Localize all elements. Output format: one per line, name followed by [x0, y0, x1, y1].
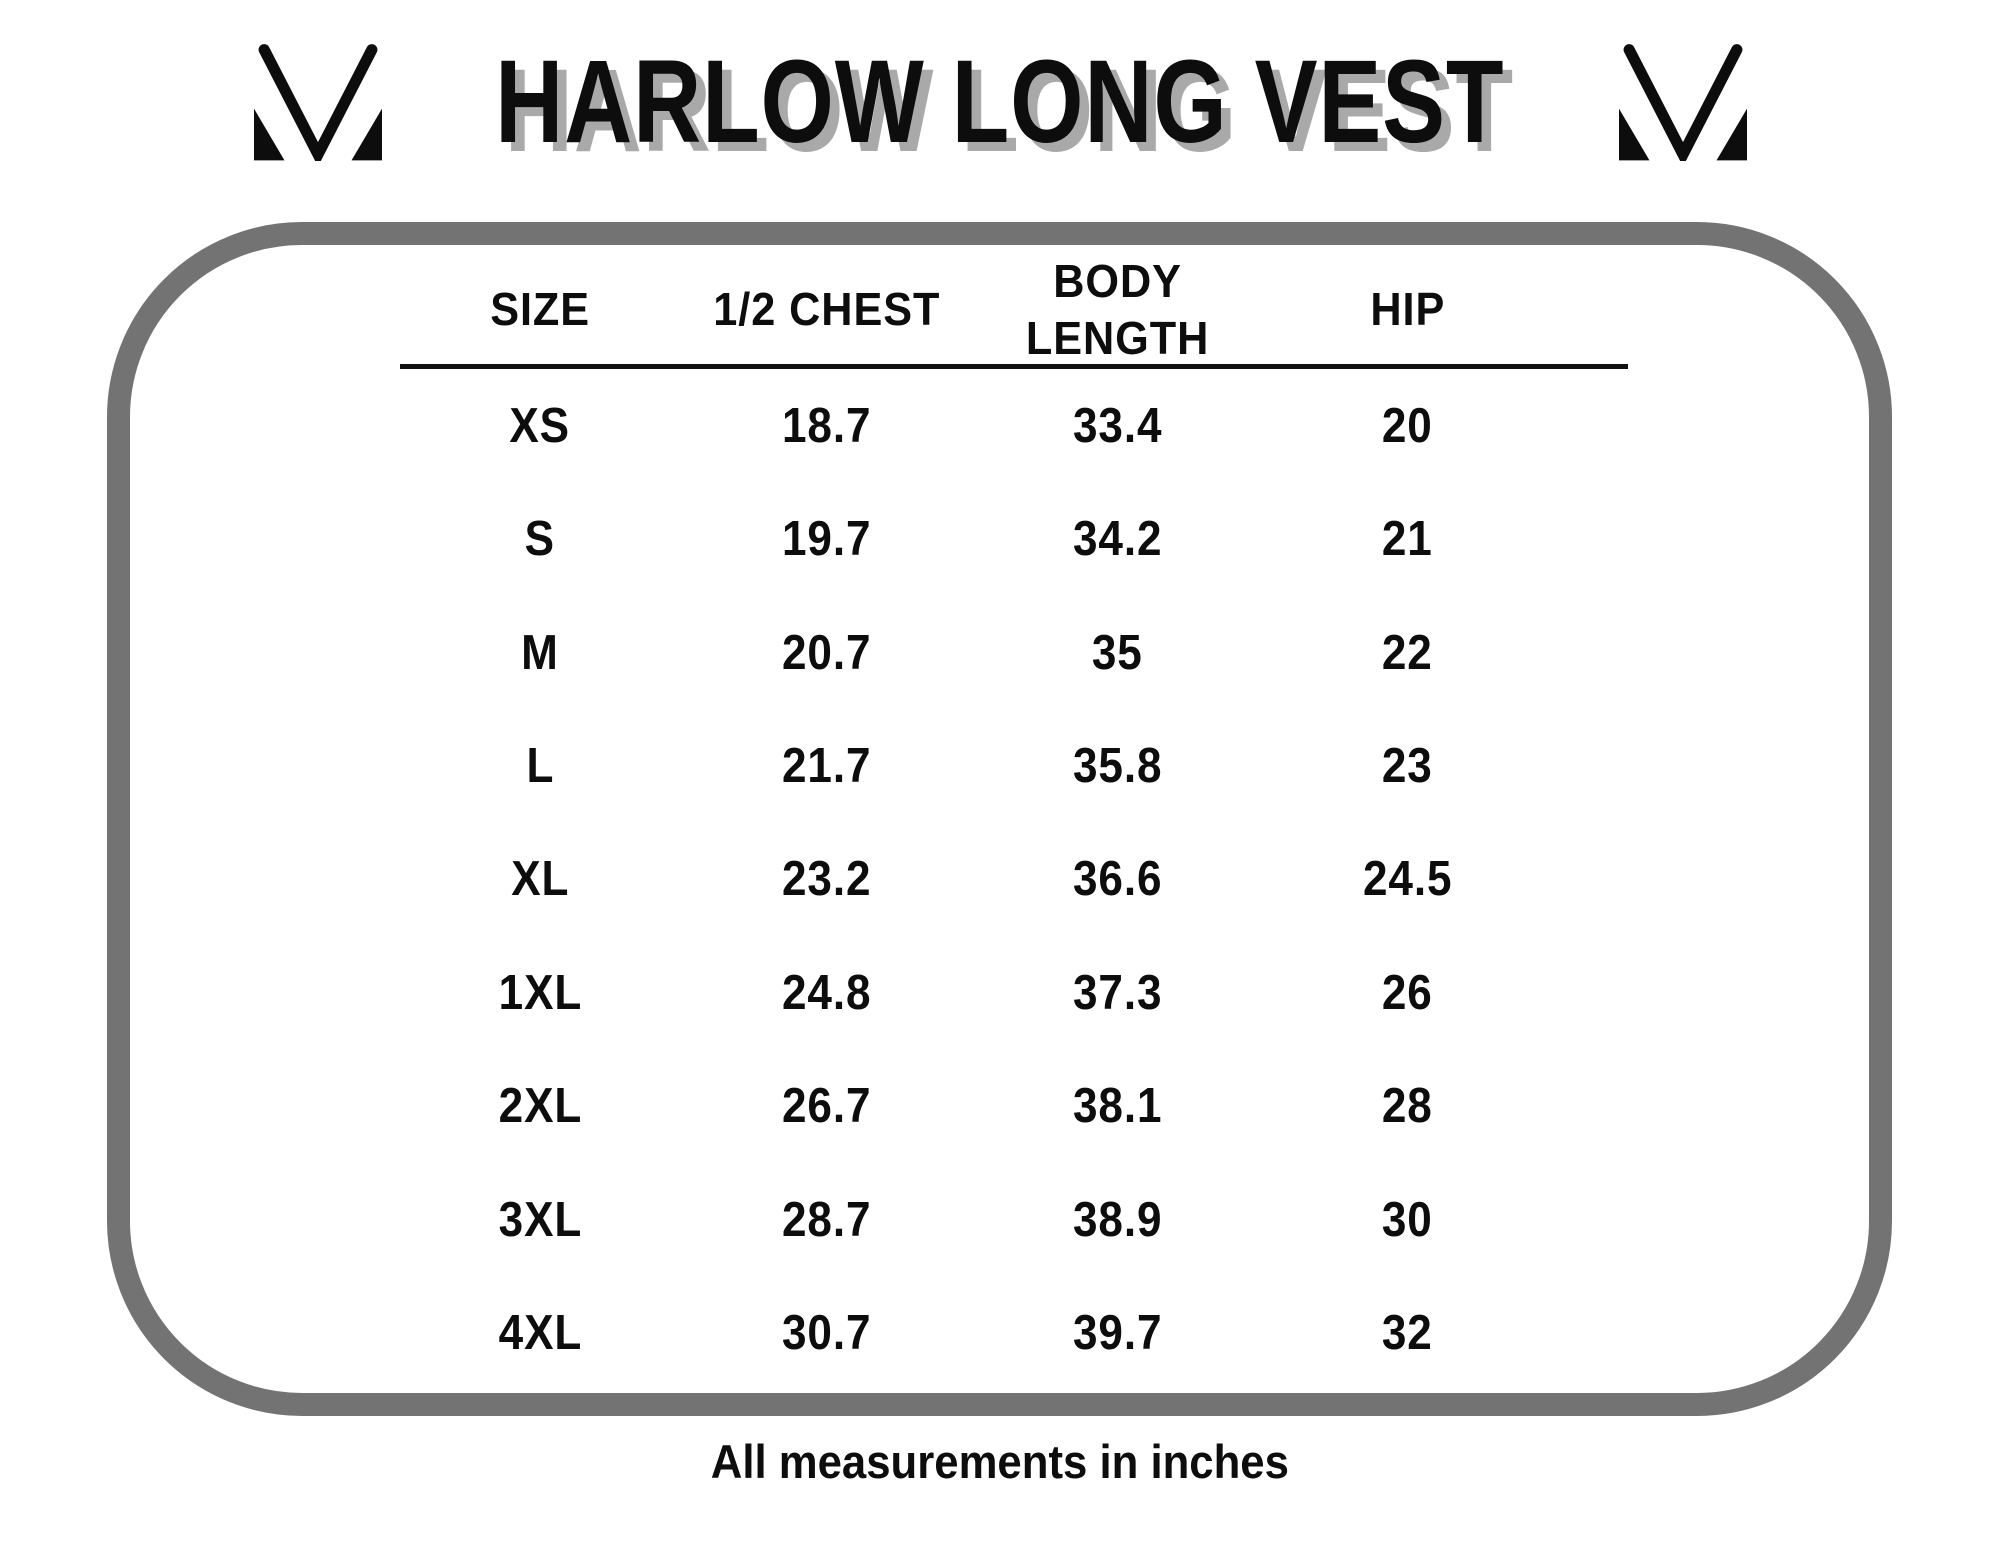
cell-size: XL: [510, 852, 570, 907]
cell-hip: 26: [1382, 965, 1433, 1020]
cell-size: 1XL: [498, 965, 582, 1020]
cell-body-length: 38.9: [1072, 1192, 1163, 1247]
table-row: M 20.7 35 22: [397, 596, 1550, 709]
cell-size: 3XL: [498, 1192, 582, 1247]
table-row: 2XL 26.7 38.1 28: [397, 1050, 1550, 1163]
cell-half-chest: 28.7: [781, 1192, 872, 1247]
cell-body-length: 33.4: [1072, 398, 1163, 453]
cell-half-chest: 23.2: [781, 852, 872, 907]
cell-size: S: [524, 512, 556, 567]
cell-half-chest: 24.8: [781, 965, 872, 1020]
table-row: L 21.7 35.8 23: [397, 709, 1550, 822]
cell-half-chest: 18.7: [781, 398, 872, 453]
cell-size: 2XL: [498, 1079, 582, 1134]
cell-half-chest: 19.7: [781, 512, 872, 567]
column-header-body-length: BODY LENGTH: [1025, 254, 1210, 365]
table-row: 1XL 24.8 37.3 26: [397, 936, 1550, 1049]
cell-hip: 30: [1382, 1192, 1433, 1247]
table-row: XL 23.2 36.6 24.5: [397, 823, 1550, 936]
table-row: 3XL 28.7 38.9 30: [397, 1163, 1550, 1276]
brand-monogram-icon: [253, 43, 382, 161]
table-row: 4XL 30.7 39.7 32: [397, 1277, 1550, 1390]
cell-half-chest: 21.7: [781, 739, 872, 794]
cell-half-chest: 20.7: [781, 625, 872, 680]
cell-body-length: 37.3: [1072, 965, 1163, 1020]
cell-hip: 20: [1382, 398, 1433, 453]
cell-body-length: 34.2: [1072, 512, 1163, 567]
table-row: S 19.7 34.2 21: [397, 482, 1550, 595]
cell-hip: 32: [1382, 1306, 1433, 1361]
cell-hip: 22: [1382, 625, 1433, 680]
cell-size: L: [526, 739, 554, 794]
cell-size: 4XL: [498, 1306, 582, 1361]
cell-body-length: 36.6: [1072, 852, 1163, 907]
size-chart-header-row: SIZE 1/2 CHEST BODY LENGTH HIP: [397, 250, 1550, 370]
title-row: HARLOW LONG VEST: [0, 36, 2000, 168]
cell-size: M: [521, 625, 559, 680]
cell-body-length: 35: [1092, 625, 1143, 680]
measurements-footnote-text: All measurements in inches: [710, 1434, 1290, 1488]
brand-monogram-icon: [1618, 43, 1747, 161]
chart-frame: [107, 222, 1892, 1416]
cell-body-length: 38.1: [1072, 1079, 1163, 1134]
page-title: HARLOW LONG VEST: [438, 36, 1563, 168]
cell-hip: 28: [1382, 1079, 1433, 1134]
cell-size: XS: [509, 398, 571, 453]
cell-body-length: 39.7: [1072, 1306, 1163, 1361]
column-header-size: SIZE: [490, 283, 590, 336]
cell-half-chest: 26.7: [781, 1079, 872, 1134]
column-header-hip: HIP: [1370, 283, 1445, 336]
table-row: XS 18.7 33.4 20: [397, 369, 1550, 482]
measurements-footnote: All measurements in inches: [0, 1428, 2000, 1494]
page-title-text: HARLOW LONG VEST: [495, 36, 1505, 168]
cell-half-chest: 30.7: [781, 1306, 872, 1361]
cell-hip: 24.5: [1362, 852, 1453, 907]
header-rule: [400, 364, 1628, 369]
cell-hip: 21: [1382, 512, 1433, 567]
cell-body-length: 35.8: [1072, 739, 1163, 794]
size-chart-body: XS 18.7 33.4 20 S 19.7 34.2 21 M 20.7 35…: [397, 369, 1550, 1390]
cell-hip: 23: [1382, 739, 1433, 794]
column-header-half-chest: 1/2 CHEST: [712, 283, 941, 336]
